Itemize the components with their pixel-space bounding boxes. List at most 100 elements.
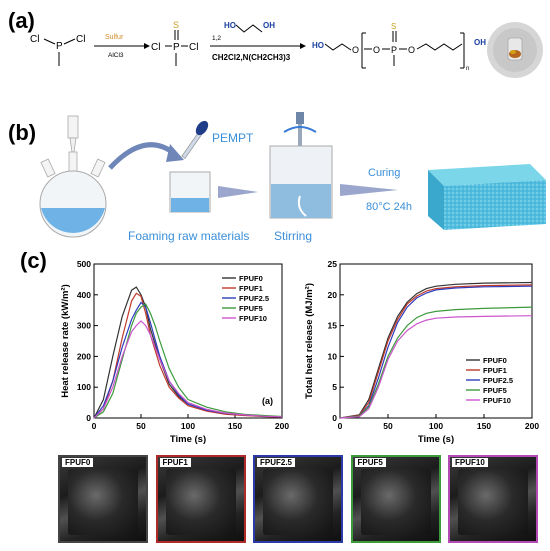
legend-label: FPUF0 xyxy=(239,274,263,283)
series-line-fpuf0 xyxy=(339,281,533,419)
residue-texture xyxy=(165,469,236,535)
atom-o-left: O xyxy=(352,45,359,55)
beaker-small-icon xyxy=(169,171,211,213)
foam-block-icon xyxy=(428,164,546,230)
atom-s-product: S xyxy=(391,22,396,31)
x-tick-label: 0 xyxy=(92,421,97,431)
three-neck-flask-icon xyxy=(39,115,107,238)
series-line-fpuf1 xyxy=(339,284,533,419)
y-tick-label: 100 xyxy=(77,382,91,392)
residue-texture xyxy=(263,469,333,535)
panel-label-c: (c) xyxy=(20,248,47,273)
y-tick-label: 300 xyxy=(77,321,91,331)
atom-oh-end: OH xyxy=(474,38,486,47)
legend-label: FPUF5 xyxy=(483,386,507,395)
atom-cl-right: Cl xyxy=(76,34,85,45)
residue-texture xyxy=(360,469,431,535)
hrr-chart: 0 50 100 150 200 0 100 200 300 400 500 Time (s) Heat… xyxy=(60,259,289,445)
thr-chart: 0 50 100 150 200 0 5 10 15 20 25 Time (s) Total heat… xyxy=(304,259,539,445)
photo-label: FPUF2.5 xyxy=(257,458,296,467)
x-tick-label: 150 xyxy=(228,421,242,431)
y-tick-label: 20 xyxy=(328,290,338,300)
curing-condition: 80°C 24h xyxy=(366,201,412,213)
legend-label: FPUF2.5 xyxy=(239,294,269,303)
legend-label: FPUF5 xyxy=(239,304,263,313)
y-tick-label: 200 xyxy=(77,351,91,361)
residue-texture xyxy=(68,469,138,535)
curved-arrow-1 xyxy=(108,142,177,170)
legend-label: FPUF0 xyxy=(483,356,507,365)
y-tick-label: 25 xyxy=(328,259,338,269)
y-tick-label: 400 xyxy=(77,290,91,300)
x-tick-label: 100 xyxy=(429,421,443,431)
reaction-arrow-1: Sulfur AlCl3 xyxy=(94,34,150,59)
foam-residue-photo: FPUF10 xyxy=(448,455,538,543)
legend-label: FPUF1 xyxy=(483,366,507,375)
legend-label: FPUF10 xyxy=(483,396,511,405)
reaction-arrow-2: HO OH 1,2 CH2Cl2,N(CH2CH3)3 xyxy=(210,21,306,62)
y-axis-label: Heat release rate (kW/m²) xyxy=(60,284,71,398)
x-tick-label: 50 xyxy=(136,421,146,431)
curing-label: Curing xyxy=(368,167,400,179)
pempt-product: HO O O P S O n OH xyxy=(312,22,486,72)
x-tick-label: 150 xyxy=(477,421,491,431)
reagent-ratio: 1,2 xyxy=(212,35,221,42)
photo-label: FPUF10 xyxy=(452,458,488,467)
legend-label: FPUF10 xyxy=(239,314,267,323)
x-tick-label: 200 xyxy=(525,421,539,431)
atom-p-product: P xyxy=(391,45,397,55)
arrow-3 xyxy=(340,184,398,196)
product-vial-photo xyxy=(487,22,543,78)
atom-oh-glycol: OH xyxy=(263,21,275,30)
stirring-label: Stirring xyxy=(274,229,312,243)
y-tick-label: 10 xyxy=(328,351,338,361)
y-tick-label: 0 xyxy=(332,413,337,423)
x-axis-label: Time (s) xyxy=(418,434,454,445)
atom-ho-glycol: HO xyxy=(224,21,236,30)
photo-label: FPUF1 xyxy=(159,458,191,467)
y-tick-label: 0 xyxy=(86,413,91,423)
atom-o-mid-2: O xyxy=(408,45,415,55)
series-line-fpuf5 xyxy=(339,306,533,419)
subscript-n: n xyxy=(466,66,469,72)
reaction-scheme: Cl P Cl Sulfur AlCl3 Cl P Cl S HO OH 1,2… xyxy=(30,20,543,78)
legend-label: FPUF2.5 xyxy=(483,376,513,385)
photo-label: FPUF0 xyxy=(62,458,94,467)
series-line-fpuf10 xyxy=(339,315,533,419)
y-tick-label: 5 xyxy=(332,382,337,392)
atom-cl-left-2: Cl xyxy=(151,42,160,53)
foam-residue-photo: FPUF0 xyxy=(58,455,148,543)
foam-residue-photo: FPUF5 xyxy=(350,455,441,543)
y-tick-label: 15 xyxy=(328,321,338,331)
panel-label-a: (a) xyxy=(8,8,35,33)
y-axis-label: Total heat release (MJ/m²) xyxy=(304,283,315,399)
x-tick-label: 100 xyxy=(181,421,195,431)
x-tick-label: 200 xyxy=(275,421,289,431)
series-line-fpuf10 xyxy=(93,320,283,419)
process-diagram: PEMPT Foaming raw materials Stirring Cur… xyxy=(39,112,546,243)
dropper-icon xyxy=(181,120,209,159)
curved-arrow-1-head xyxy=(166,144,184,162)
atom-ho-end: HO xyxy=(312,41,324,50)
x-axis-label: Time (s) xyxy=(170,434,206,445)
photo-row: FPUF0 FPUF1 FPUF2.5 FPUF5 FPUF10 xyxy=(58,455,538,545)
foam-residue-photo: FPUF1 xyxy=(155,455,246,543)
atom-p-2: P xyxy=(173,42,180,53)
photo-label: FPUF5 xyxy=(354,458,386,467)
atom-o-mid-1: O xyxy=(373,45,380,55)
atom-p: P xyxy=(56,41,63,52)
stirring-beaker-icon xyxy=(269,112,333,219)
chart-annotation: (a) xyxy=(262,396,273,406)
foaming-label: Foaming raw materials xyxy=(128,229,249,243)
reagent-solvent: CH2Cl2,N(CH2CH3)3 xyxy=(212,53,291,62)
atom-cl-left: Cl xyxy=(30,34,39,45)
foam-residue-photo: FPUF2.5 xyxy=(253,455,343,543)
atom-cl-right-2: Cl xyxy=(189,42,198,53)
legend-label: FPUF1 xyxy=(239,284,263,293)
reagent-alcl3: AlCl3 xyxy=(108,52,124,59)
x-tick-label: 50 xyxy=(383,421,393,431)
pempt-label: PEMPT xyxy=(212,131,254,145)
dichloromethylphosphine: Cl P Cl xyxy=(30,34,85,66)
atom-s-2: S xyxy=(173,20,179,30)
reagent-sulfur: Sulfur xyxy=(105,34,124,41)
